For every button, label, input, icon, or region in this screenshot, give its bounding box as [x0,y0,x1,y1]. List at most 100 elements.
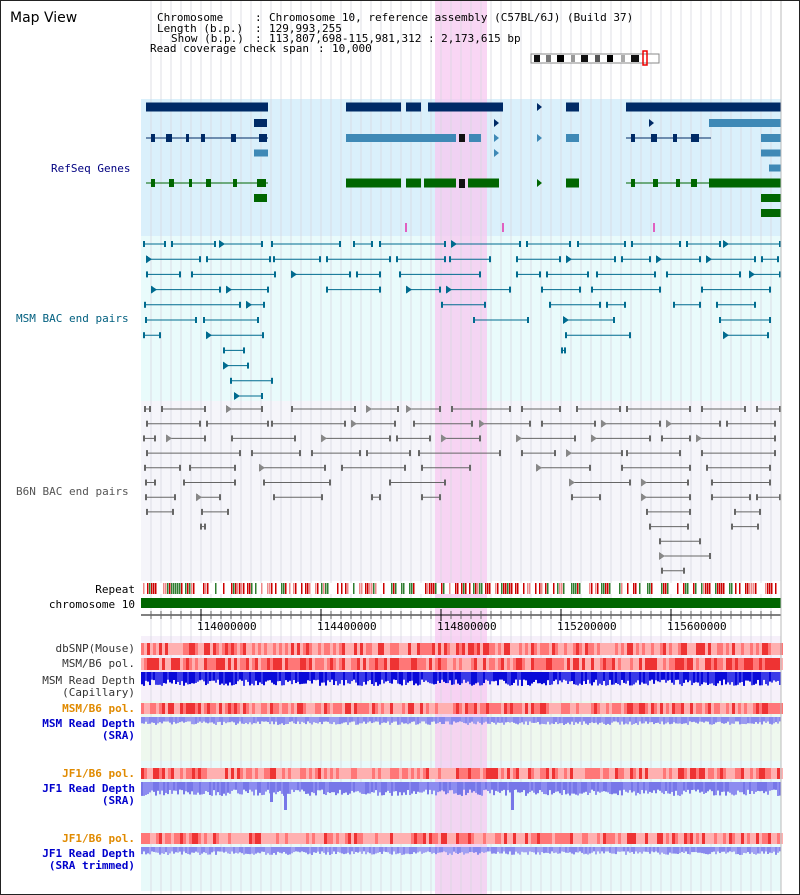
polymorphism-cell [681,658,684,670]
polymorphism-cell [726,643,729,655]
read-depth-bar [547,782,549,796]
track-label-jf1-pol[interactable]: JF1/B6 pol. [62,767,135,780]
read-depth-bar [361,717,363,724]
read-depth-bar [679,717,681,724]
track-label-msm-bac[interactable]: MSM BAC end pairs [16,312,129,325]
read-depth-bar [745,717,747,725]
read-depth-bar [727,672,729,683]
polymorphism-cell [201,833,204,844]
read-depth-bar [487,782,489,792]
track-label-jf1-depth-sra[interactable]: JF1 Read Depth [42,782,135,795]
polymorphism-cell [702,643,705,655]
read-depth-bar [669,847,671,853]
polymorphism-cell [774,768,777,779]
read-depth-bar [585,672,587,685]
polymorphism-cell [642,833,645,844]
polymorphism-cell [303,703,306,714]
polymorphism-cell [477,768,480,779]
repeat-element [595,583,597,594]
track-label-jf1-depth-trimmed[interactable]: JF1 Read Depth [42,847,135,860]
read-depth-bar [535,847,537,855]
polymorphism-cell [702,833,705,844]
read-depth-bar [717,717,719,722]
polymorphism-cell [618,833,621,844]
polymorphism-cell [633,658,636,670]
read-depth-bar [383,672,385,684]
read-depth-bar [375,672,377,683]
track-label-msm-b6-pol-sra[interactable]: MSM/B6 pol. [62,702,135,715]
read-depth-bar [579,847,581,852]
track-label-msm-depth-sra[interactable]: MSM Read Depth [42,717,135,730]
read-depth-bar [599,672,601,684]
read-depth-bar [395,672,397,680]
read-depth-bar [557,847,559,854]
read-depth-bar [415,717,417,725]
polymorphism-cell [327,833,330,844]
polymorphism-cell [579,768,582,779]
read-depth-bar [595,782,597,795]
polymorphism-cell [471,768,474,779]
polymorphism-cell [663,833,666,844]
track-label-jf1-pol-trimmed[interactable]: JF1/B6 pol. [62,832,135,845]
track-label-msm-b6-pol[interactable]: MSM/B6 pol. [62,657,135,670]
read-depth-bar [683,782,685,791]
read-depth-bar [595,717,597,723]
polymorphism-cell [294,658,297,670]
polymorphism-cell [360,643,363,655]
polymorphism-cell [696,658,699,670]
read-depth-bar [285,847,287,854]
polymorphism-cell [531,658,534,670]
track-label-chromosome[interactable]: chromosome 10 [48,598,135,611]
read-depth-bar [697,717,699,724]
read-depth-bar [707,672,709,685]
read-depth-bar [687,717,689,725]
polymorphism-cell [528,658,531,670]
polymorphism-cell [720,643,723,655]
read-depth-bar [257,782,259,796]
polymorphism-cell [228,833,231,844]
polymorphism-cell [570,833,573,844]
polymorphism-cell [384,703,387,714]
polymorphism-cell [186,658,189,670]
read-depth-bar [559,717,561,724]
polymorphism-cell [195,768,198,779]
track-label-refseq[interactable]: RefSeq Genes [51,162,131,175]
read-depth-bar [511,847,513,855]
read-depth-bar [379,782,381,793]
polymorphism-cell [507,643,510,655]
polymorphism-cell [408,768,411,779]
read-depth-bar [323,847,325,853]
polymorphism-cell [531,643,534,655]
read-depth-bar [657,672,659,682]
track-label-repeat[interactable]: Repeat [95,583,135,596]
read-depth-bar [281,717,283,724]
read-depth-bar [279,782,281,791]
read-depth-bar [149,847,151,855]
polymorphism-cell [303,643,306,655]
polymorphism-cell [183,768,186,779]
b6n-bac-pair-end [354,406,356,412]
polymorphism-cell [495,643,498,655]
repeat-element [479,583,481,594]
read-depth-bar [205,672,207,686]
read-depth-bar [727,782,729,792]
polymorphism-cell [309,643,312,655]
polymorphism-cell [240,658,243,670]
read-depth-bar [273,782,275,793]
read-depth-bar [345,717,347,723]
track-label-msm-depth-capillary[interactable]: MSM Read Depth [42,674,135,687]
b6n-bac-pair-end [183,479,185,486]
track-label-b6n-bac[interactable]: B6N BAC end pairs [16,485,129,498]
read-depth-bar [609,717,611,725]
read-depth-bar [483,717,485,723]
bac-end-marker [479,419,485,428]
read-depth-bar [767,672,769,686]
polymorphism-cell [348,643,351,655]
track-label-dbsnp[interactable]: dbSNP(Mouse) [55,642,135,655]
read-depth-bar [311,672,313,684]
polymorphism-cell [390,643,393,655]
polymorphism-cell [669,643,672,655]
read-depth-bar [539,717,541,725]
read-depth-bar [159,717,161,723]
